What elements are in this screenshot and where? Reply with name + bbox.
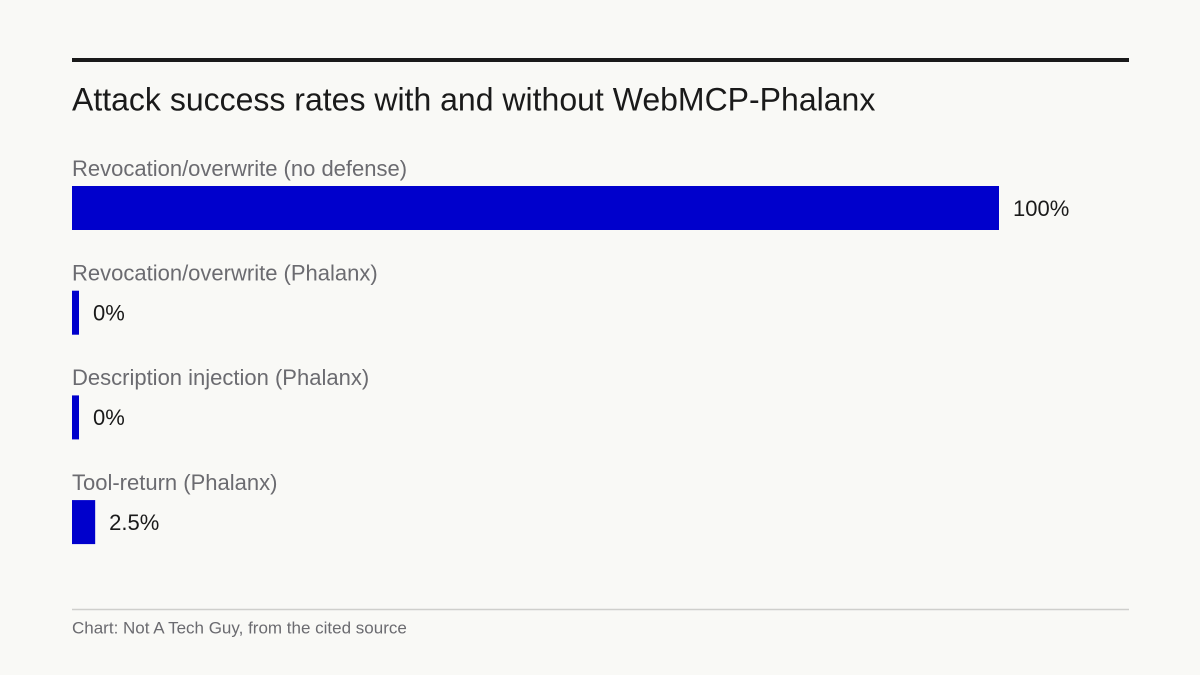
category-label: Description injection (Phalanx) <box>72 365 369 390</box>
bar <box>72 500 96 545</box>
value-label: 0% <box>93 301 125 326</box>
source-note: Chart: Not A Tech Guy, from the cited so… <box>72 618 407 637</box>
top-rule <box>72 58 1129 62</box>
value-label: 0% <box>93 405 125 430</box>
bar <box>72 395 79 440</box>
chart-title: Attack success rates with and without We… <box>72 81 875 117</box>
category-label: Tool-return (Phalanx) <box>72 470 277 495</box>
value-label: 100% <box>1013 196 1069 221</box>
bar <box>72 186 999 230</box>
category-label: Revocation/overwrite (Phalanx) <box>72 261 378 286</box>
value-label: 2.5% <box>109 510 159 535</box>
category-label: Revocation/overwrite (no defense) <box>72 156 407 181</box>
bar <box>72 290 79 335</box>
